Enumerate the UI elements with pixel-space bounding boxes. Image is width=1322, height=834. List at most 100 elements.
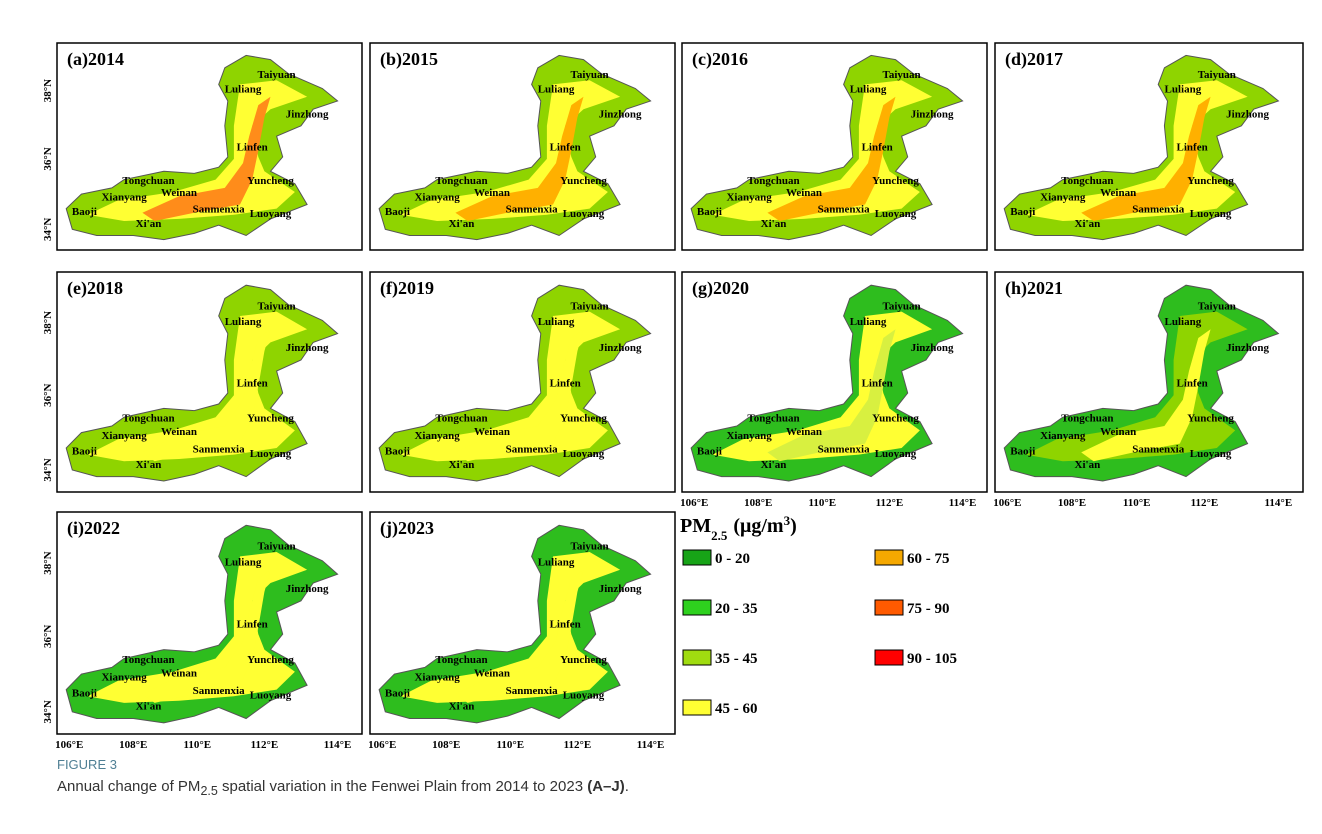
city-label: Yuncheng — [247, 413, 294, 425]
city-label: Xi'an — [449, 459, 475, 471]
city-label: Baoji — [72, 206, 97, 218]
city-label: Taiyuan — [1198, 300, 1236, 312]
city-label: Baoji — [697, 206, 722, 218]
city-label: Luliang — [538, 316, 575, 328]
lat-label: 36°N — [42, 625, 54, 648]
lon-label: 114°E — [637, 739, 665, 750]
legend-title-part: (μg/m — [733, 515, 784, 537]
city-label: Xianyang — [1040, 191, 1086, 203]
city-label: Tongchuan — [435, 654, 487, 666]
city-label: Luoyang — [1190, 448, 1232, 460]
lon-label: 108°E — [1058, 497, 1086, 509]
lat-label: 34°N — [42, 218, 54, 241]
city-label: Baoji — [385, 687, 410, 699]
legend-title-part: ) — [790, 515, 797, 537]
city-label: Yuncheng — [872, 175, 919, 187]
city-label: Luoyang — [875, 448, 917, 460]
city-label: Tongchuan — [435, 175, 487, 187]
panel-label: (i)2022 — [67, 518, 120, 539]
city-label: Xi'an — [761, 218, 787, 230]
city-label: Xi'an — [449, 701, 475, 713]
city-label: Jinzhong — [911, 342, 954, 354]
city-label: Weinan — [786, 426, 822, 438]
caption-sub: 2.5 — [200, 784, 217, 798]
city-label: Yuncheng — [560, 175, 607, 187]
city-label: Luoyang — [563, 208, 605, 220]
lon-label: 114°E — [949, 497, 977, 509]
legend-swatch — [875, 550, 903, 565]
city-label: Jinzhong — [599, 342, 642, 354]
legend-label: 20 - 35 — [715, 601, 758, 617]
lon-label: 108°E — [119, 739, 147, 750]
city-label: Tongchuan — [747, 175, 799, 187]
city-label: Luoyang — [1190, 208, 1232, 220]
city-label: Baoji — [72, 446, 97, 458]
city-label: Yuncheng — [560, 413, 607, 425]
city-label: Taiyuan — [571, 69, 609, 81]
city-label: Yuncheng — [247, 175, 294, 187]
city-label: Xianyang — [414, 191, 460, 203]
city-label: Xianyang — [414, 430, 460, 442]
city-label: Luoyang — [250, 208, 292, 220]
lat-label: 36°N — [42, 147, 54, 170]
city-label: Linfen — [550, 618, 581, 630]
city-label: Xianyang — [726, 191, 772, 203]
city-label: Linfen — [862, 377, 893, 389]
city-label: Xi'an — [136, 218, 162, 230]
caption-part: spatial variation in the Fenwei Plain fr… — [218, 778, 587, 795]
lon-label: 110°E — [1123, 497, 1151, 509]
city-label: Xi'an — [1075, 459, 1101, 471]
legend-label: 75 - 90 — [907, 601, 950, 617]
city-label: Tongchuan — [122, 654, 174, 666]
city-label: Weinan — [474, 187, 510, 199]
legend-swatch — [875, 600, 903, 615]
legend-label: 0 - 20 — [715, 551, 750, 567]
city-label: Linfen — [237, 377, 268, 389]
caption-text: Annual change of PM2.5 spatial variation… — [57, 778, 629, 798]
city-label: Sanmenxia — [506, 204, 558, 216]
city-label: Sanmenxia — [193, 204, 245, 216]
city-label: Tongchuan — [747, 413, 799, 425]
figure: (a)2014TaiyuanLuliangJinzhongLinfenTongc… — [0, 0, 1322, 750]
city-label: Sanmenxia — [193, 443, 245, 455]
city-label: Baoji — [385, 206, 410, 218]
caption-bold: (A–J) — [587, 778, 625, 795]
legend-swatch — [875, 650, 903, 665]
city-label: Linfen — [237, 618, 268, 630]
city-label: Weinan — [1100, 426, 1136, 438]
city-label: Luliang — [225, 316, 262, 328]
legend-label: 90 - 105 — [907, 651, 957, 667]
page: (a)2014TaiyuanLuliangJinzhongLinfenTongc… — [0, 0, 1322, 834]
city-label: Linfen — [550, 142, 581, 154]
city-label: Luoyang — [563, 689, 605, 701]
lat-label: 38°N — [42, 79, 54, 102]
city-label: Xianyang — [726, 430, 772, 442]
city-label: Xi'an — [1075, 218, 1101, 230]
city-label: Yuncheng — [247, 654, 294, 666]
panel-label: (e)2018 — [67, 278, 123, 299]
city-label: Weinan — [161, 187, 197, 199]
legend-label: 60 - 75 — [907, 551, 950, 567]
legend-swatch — [683, 550, 711, 565]
lat-label: 34°N — [42, 700, 54, 723]
city-label: Luliang — [225, 84, 262, 96]
figure-number: FIGURE 3 — [57, 757, 629, 772]
lat-label: 38°N — [42, 551, 54, 574]
legend-label: 45 - 60 — [715, 701, 758, 717]
city-label: Luoyang — [875, 208, 917, 220]
city-label: Jinzhong — [1226, 342, 1269, 354]
caption: FIGURE 3 Annual change of PM2.5 spatial … — [57, 757, 629, 798]
city-label: Tongchuan — [122, 175, 174, 187]
city-label: Linfen — [1177, 142, 1208, 154]
city-label: Luliang — [538, 556, 575, 568]
caption-part: . — [625, 778, 629, 795]
legend-title-part: PM — [680, 515, 711, 537]
lon-label: 112°E — [1191, 497, 1219, 509]
city-label: Taiyuan — [883, 300, 921, 312]
city-label: Taiyuan — [1198, 69, 1236, 81]
city-label: Taiyuan — [258, 69, 296, 81]
city-label: Xi'an — [136, 701, 162, 713]
city-label: Baoji — [1010, 446, 1035, 458]
city-label: Luoyang — [250, 689, 292, 701]
city-label: Taiyuan — [258, 300, 296, 312]
